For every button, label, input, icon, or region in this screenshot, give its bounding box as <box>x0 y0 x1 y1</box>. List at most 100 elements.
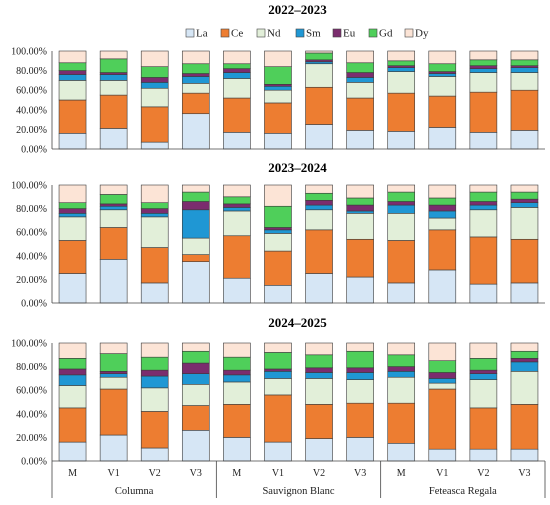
bar-segment-nd <box>99 80 128 96</box>
bar-segment-gd <box>346 350 374 369</box>
bar-segment-dy <box>140 342 169 358</box>
bar-segment-ce <box>181 92 210 115</box>
bar-segment-gd <box>140 202 169 209</box>
bar-segment-ce <box>264 394 292 443</box>
y-tick-label: 60.00% <box>16 228 47 239</box>
bar-segment-dy <box>264 342 292 353</box>
bar-segment-ce <box>140 247 169 284</box>
bar-segment-gd <box>469 358 498 371</box>
bar-segment-sm <box>387 204 416 214</box>
bar-segment-dy <box>99 50 128 60</box>
bar-segment-sm <box>181 76 210 84</box>
bar-segment-la <box>305 438 333 462</box>
bar-segment-dy <box>264 50 292 67</box>
bar-segment-ce <box>428 229 457 271</box>
bar-segment-gd <box>181 63 210 74</box>
legend-swatch-ce <box>220 28 230 38</box>
bar-segment-la <box>264 133 292 150</box>
bar-segment-eu <box>223 68 251 73</box>
bar-segment-la <box>58 441 87 462</box>
bar-segment-eu <box>264 227 292 231</box>
bar-segment-nd <box>264 233 292 252</box>
bar-segment-eu <box>223 369 251 376</box>
y-tick-label: 60.00% <box>16 386 47 397</box>
bar-segment-la <box>387 442 416 462</box>
bar-segment-la <box>387 282 416 304</box>
x-category-label: V1 <box>108 468 120 479</box>
group-label: Columna <box>115 486 154 497</box>
bar-segment-nd <box>140 87 169 108</box>
bar-segment-la <box>99 259 128 304</box>
bar-segment-nd <box>346 213 374 240</box>
bar-segment-eu <box>58 368 87 376</box>
bar-segment-ce <box>140 106 169 143</box>
bar-segment-nd <box>428 382 457 390</box>
legend-label-nd: Nd <box>267 28 281 40</box>
bar-segment-gd <box>346 62 374 73</box>
bar-segment-la <box>264 441 292 462</box>
bar-segment-ce <box>181 405 210 431</box>
bar-segment-gd <box>387 191 416 202</box>
group-label: Feteasca Regala <box>429 486 497 497</box>
bar-segment-nd <box>264 378 292 396</box>
bar-segment-sm <box>387 371 416 378</box>
bar-segment-la <box>510 130 539 150</box>
bar-segment-dy <box>181 184 210 193</box>
bar-segment-la <box>387 131 416 150</box>
bar-segment-la <box>58 133 87 150</box>
bar-segment-gd <box>223 63 251 69</box>
bar-segment-dy <box>469 184 498 193</box>
y-tick-label: 20.00% <box>16 433 47 444</box>
bar-segment-ce <box>223 97 251 133</box>
bar-segment-gd <box>99 194 128 205</box>
bar-segment-gd <box>58 358 87 370</box>
bar-segment-dy <box>223 342 251 358</box>
bar-segment-la <box>223 437 251 462</box>
bar-segment-sm <box>264 371 292 379</box>
bar-segment-sm <box>469 68 498 73</box>
bar-segment-dy <box>305 342 333 356</box>
bar-segment-la <box>99 128 128 150</box>
bar-segment-eu <box>264 368 292 372</box>
bar-segment-gd <box>510 350 539 359</box>
bar-segment-ce <box>223 235 251 279</box>
bar-segment-ce <box>469 91 498 133</box>
y-tick-label: 100.00% <box>11 339 47 350</box>
bar-segment-dy <box>58 342 87 359</box>
bar-segment-eu <box>428 372 457 379</box>
bar-segment-eu <box>428 204 457 212</box>
bar-segment-dy <box>469 342 498 359</box>
bar-segment-la <box>510 448 539 462</box>
bar-segment-gd <box>264 66 292 85</box>
bar-segment-eu <box>181 201 210 211</box>
bar-segment-eu <box>305 200 333 206</box>
x-category-label: M <box>68 468 77 479</box>
bar-segment-sm <box>181 209 210 239</box>
bar-segment-ce <box>510 238 539 284</box>
bar-segment-ce <box>428 95 457 128</box>
bar-segment-la <box>346 130 374 150</box>
bar-segment-dy <box>510 50 539 61</box>
x-category-label: M <box>232 468 241 479</box>
bar-segment-sm <box>264 229 292 234</box>
bar-segment-gd <box>469 59 498 66</box>
bar-segment-eu <box>387 366 416 372</box>
bar-segment-sm <box>99 205 128 211</box>
x-category-label: V2 <box>313 468 325 479</box>
bar-segment-la <box>305 273 333 304</box>
bar-segment-la <box>346 437 374 462</box>
bar-segment-ce <box>58 99 87 134</box>
bar-segment-nd <box>387 376 416 404</box>
bar-segment-dy <box>387 184 416 193</box>
panel-title-2022-2023: 2022–2023 <box>268 2 327 17</box>
bar-segment-nd <box>140 216 169 248</box>
bar-segment-dy <box>305 184 333 194</box>
bar-segment-eu <box>510 198 539 204</box>
bar-segment-gd <box>428 360 457 373</box>
bar-segment-eu <box>140 208 169 214</box>
legend-swatch-gd <box>368 28 378 38</box>
bar-segment-sm <box>510 67 539 73</box>
bar-segment-eu <box>469 65 498 69</box>
bar-segment-dy <box>140 50 169 67</box>
bar-segment-dy <box>428 50 457 65</box>
